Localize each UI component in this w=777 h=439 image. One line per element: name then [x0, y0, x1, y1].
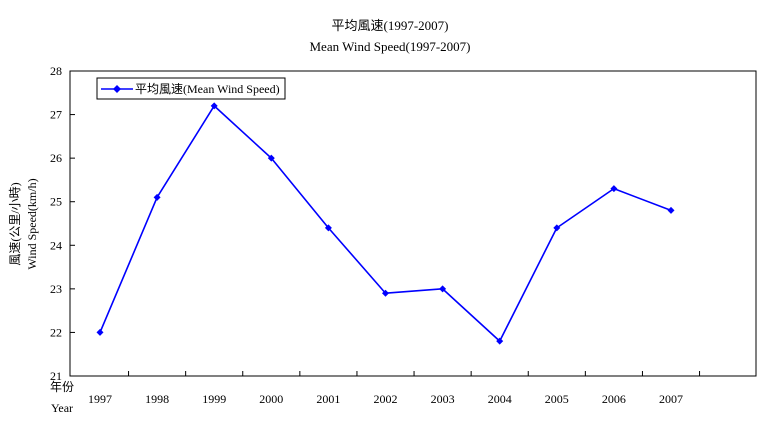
data-point-2006 — [610, 185, 618, 193]
x-tick-label: 1998 — [145, 392, 169, 406]
chart-title: 平均風速(1997-2007) — [332, 18, 449, 33]
y-tick-label: 26 — [50, 151, 62, 165]
x-tick-label: 1997 — [88, 392, 112, 406]
legend-marker — [113, 85, 121, 93]
x-tick-label: 2001 — [316, 392, 340, 406]
data-point-2001 — [324, 224, 332, 232]
data-point-2005 — [553, 224, 561, 232]
y-axis-title-zh: 風速(公里/小時) — [8, 182, 22, 265]
legend-label: 平均風速(Mean Wind Speed) — [135, 82, 280, 96]
x-axis-title-en: Year — [51, 401, 73, 415]
chart-subtitle: Mean Wind Speed(1997-2007) — [310, 39, 471, 54]
x-tick-label: 2006 — [602, 392, 626, 406]
y-tick-label: 23 — [50, 282, 62, 296]
x-axis: 1997 1998 1999 2000 2001 2002 2003 2004 2005 2006… — [88, 371, 701, 406]
y-tick-label: 21 — [50, 369, 62, 383]
series-group — [96, 102, 675, 345]
legend: 平均風速(Mean Wind Speed) — [96, 77, 286, 100]
x-tick-label: 2003 — [431, 392, 455, 406]
y-axis: 21 22 23 24 25 26 27 28 — [50, 64, 75, 383]
y-tick-label: 25 — [50, 195, 62, 209]
data-point-2003 — [439, 285, 447, 293]
x-tick-label: 2005 — [545, 392, 569, 406]
data-point-2000 — [267, 154, 275, 162]
y-axis-title-en: Wind Speed(km/h) — [25, 178, 39, 269]
x-axis-title-zh: 年份 — [50, 380, 74, 394]
y-tick-label: 28 — [50, 64, 62, 78]
plot-area — [69, 70, 757, 377]
x-tick-label: 2002 — [374, 392, 398, 406]
x-tick-label: 2004 — [488, 392, 512, 406]
y-tick-label: 24 — [50, 238, 62, 252]
x-tick-label: 1999 — [202, 392, 226, 406]
x-tick-label: 2000 — [259, 392, 283, 406]
x-tick-label: 2007 — [659, 392, 683, 406]
legend-box — [96, 77, 286, 100]
data-point-1997 — [96, 328, 104, 336]
data-point-2004 — [496, 337, 504, 345]
data-point-2007 — [667, 206, 675, 214]
data-point-1998 — [153, 193, 161, 201]
data-point-2002 — [382, 289, 389, 297]
y-tick-label: 27 — [50, 108, 62, 122]
data-point-1999 — [210, 102, 218, 110]
y-tick-label: 22 — [50, 325, 62, 339]
